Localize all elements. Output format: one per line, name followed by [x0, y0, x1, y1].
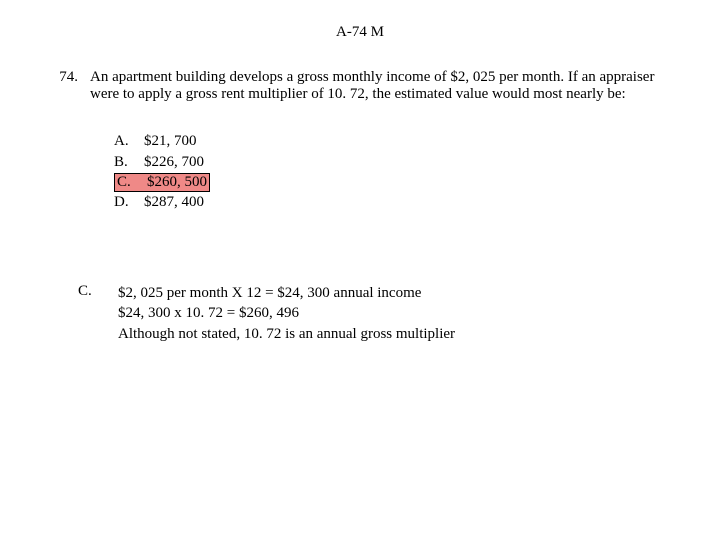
question-text: An apartment building develops a gross m…: [90, 69, 670, 103]
answer-c-wrapper: C. $260, 500: [114, 173, 670, 192]
explanation-line1: $2, 025 per month X 12 = $24, 300 annual…: [118, 283, 670, 303]
explanation-text: $2, 025 per month X 12 = $24, 300 annual…: [118, 283, 670, 344]
answer-d-label: D.: [114, 192, 144, 213]
answer-a: A. $21, 700: [114, 131, 670, 152]
explanation-label: C.: [78, 283, 118, 344]
answer-a-label: A.: [114, 131, 144, 152]
page-header: A-74 M: [50, 24, 670, 41]
answer-b-label: B.: [114, 152, 144, 173]
answer-a-value: $21, 700: [144, 131, 670, 152]
explanation-block: C. $2, 025 per month X 12 = $24, 300 ann…: [78, 283, 670, 344]
explanation-line3: Although not stated, 10. 72 is an annual…: [118, 324, 670, 344]
answer-c-highlighted: C. $260, 500: [114, 173, 210, 192]
explanation-line2: $24, 300 x 10. 72 = $260, 496: [118, 303, 670, 323]
answer-c-value: $260, 500: [147, 174, 207, 191]
answer-d-value: $287, 400: [144, 192, 670, 213]
header-text: A-74 M: [336, 24, 384, 40]
answer-b: B. $226, 700: [114, 152, 670, 173]
answer-b-value: $226, 700: [144, 152, 670, 173]
answer-d: D. $287, 400: [114, 192, 670, 213]
answer-c-label: C.: [117, 174, 147, 191]
question-number: 74.: [50, 69, 90, 103]
question-block: 74. An apartment building develops a gro…: [50, 69, 670, 103]
answers-list: A. $21, 700 B. $226, 700 C. $260, 500 D.…: [114, 131, 670, 213]
